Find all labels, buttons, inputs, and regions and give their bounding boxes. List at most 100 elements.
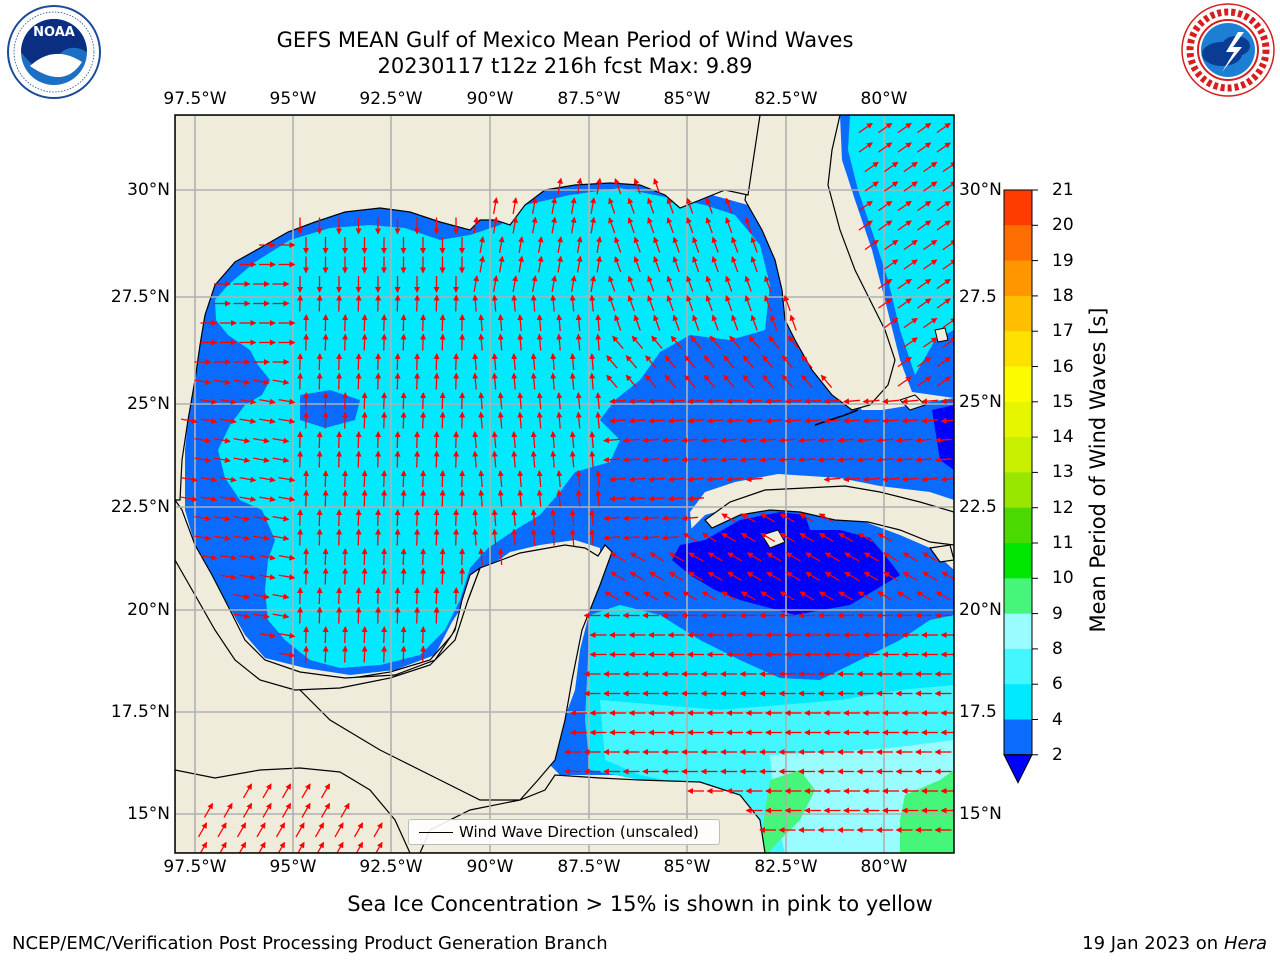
wave-direction-arrow bbox=[381, 567, 388, 585]
wave-direction-arrow bbox=[517, 392, 524, 410]
wave-direction-arrow bbox=[400, 392, 407, 410]
wave-direction-arrow bbox=[725, 217, 733, 234]
wave-direction-arrow bbox=[556, 470, 563, 488]
wave-direction-arrow bbox=[517, 333, 524, 351]
wave-direction-arrow bbox=[700, 437, 718, 444]
wave-direction-arrow bbox=[648, 417, 666, 424]
wave-direction-arrow bbox=[742, 374, 755, 389]
wave-direction-arrow bbox=[233, 593, 251, 600]
wave-direction-arrow bbox=[575, 411, 582, 429]
wave-direction-arrow bbox=[897, 142, 912, 153]
wave-direction-arrow bbox=[823, 398, 841, 405]
straits-deep-blue bbox=[932, 405, 954, 470]
wave-direction-arrow bbox=[779, 513, 795, 523]
wave-direction-arrow bbox=[917, 298, 932, 309]
colorbar-segment bbox=[1004, 472, 1032, 509]
wave-direction-arrow bbox=[361, 314, 368, 332]
wave-direction-arrow bbox=[596, 255, 602, 273]
wave-direction-arrow bbox=[492, 216, 499, 234]
wave-direction-arrow bbox=[381, 333, 388, 351]
wave-direction-arrow bbox=[478, 548, 485, 566]
wave-direction-arrow bbox=[653, 236, 661, 253]
colorbar-tick-label: 21 bbox=[1052, 180, 1074, 200]
wave-direction-arrow bbox=[297, 528, 304, 546]
lat-label-left: 17.5°N bbox=[110, 702, 170, 722]
wave-direction-arrow bbox=[610, 552, 626, 562]
wave-direction-arrow bbox=[766, 571, 782, 582]
wave-direction-arrow bbox=[878, 122, 893, 134]
wave-direction-arrow bbox=[707, 552, 723, 562]
wave-direction-arrow bbox=[518, 255, 524, 273]
wave-direction-arrow bbox=[856, 456, 874, 463]
wave-direction-arrow bbox=[711, 236, 719, 253]
wave-direction-arrow bbox=[877, 591, 893, 601]
wave-direction-arrow bbox=[666, 295, 674, 312]
wave-direction-arrow bbox=[824, 552, 840, 562]
lon-label-top: 92.5°W bbox=[359, 89, 423, 109]
wave-direction-arrow bbox=[703, 374, 716, 389]
wave-direction-arrow bbox=[479, 236, 485, 254]
wave-direction-arrow bbox=[628, 495, 646, 502]
wave-direction-arrow bbox=[497, 489, 504, 507]
wave-direction-arrow bbox=[180, 476, 198, 483]
wave-direction-arrow bbox=[798, 456, 816, 463]
wave-direction-arrow bbox=[297, 431, 304, 449]
wave-direction-arrow bbox=[595, 392, 602, 410]
wave-direction-arrow bbox=[748, 335, 761, 350]
wave-direction-arrow bbox=[625, 355, 638, 369]
colorbar-tick-label: 9 bbox=[1052, 603, 1063, 624]
colorbar-segment bbox=[1004, 225, 1032, 262]
wave-direction-arrow bbox=[394, 450, 401, 468]
wave-direction-arrow bbox=[590, 216, 596, 234]
wave-direction-arrow bbox=[322, 392, 329, 410]
wave-direction-arrow bbox=[661, 534, 679, 541]
wave-direction-arrow bbox=[550, 294, 557, 312]
wave-direction-arrow bbox=[536, 392, 543, 410]
wave-direction-arrow bbox=[647, 197, 655, 214]
wave-direction-arrow bbox=[536, 333, 543, 351]
wave-direction-arrow bbox=[400, 333, 407, 351]
wave-direction-arrow bbox=[589, 509, 596, 527]
wave-direction-arrow bbox=[381, 626, 388, 644]
colorbar-tick-label: 15 bbox=[1052, 391, 1074, 412]
wave-direction-arrow bbox=[903, 239, 918, 251]
wave-direction-arrow bbox=[355, 587, 362, 605]
wave-direction-arrow bbox=[194, 437, 212, 444]
wave-direction-arrow bbox=[897, 298, 912, 309]
wave-direction-arrow bbox=[862, 417, 880, 424]
wave-direction-arrow bbox=[303, 489, 310, 507]
wave-direction-arrow bbox=[633, 236, 641, 253]
wave-direction-arrow bbox=[863, 552, 879, 562]
wave-direction-arrow bbox=[550, 431, 557, 449]
wave-direction-arrow bbox=[631, 335, 644, 350]
wave-direction-arrow bbox=[731, 314, 739, 331]
wave-direction-arrow bbox=[316, 587, 323, 605]
wave-direction-arrow bbox=[433, 431, 440, 449]
wave-direction-arrow bbox=[614, 256, 622, 273]
wave-direction-arrow bbox=[394, 372, 401, 390]
colorbar-segment bbox=[1004, 437, 1032, 473]
wave-direction-arrow bbox=[731, 256, 739, 273]
wave-direction-arrow bbox=[531, 197, 538, 215]
wave-direction-arrow bbox=[536, 489, 543, 507]
wave-direction-arrow bbox=[316, 528, 323, 546]
wave-direction-arrow bbox=[882, 476, 900, 483]
wave-direction-arrow bbox=[433, 450, 440, 468]
wave-direction-arrow bbox=[923, 181, 938, 192]
wave-direction-arrow bbox=[478, 489, 485, 507]
wave-direction-arrow bbox=[297, 450, 304, 468]
wave-direction-arrow bbox=[643, 591, 659, 601]
wave-direction-arrow bbox=[645, 374, 657, 389]
wave-direction-arrow bbox=[838, 591, 854, 601]
wave-direction-arrow bbox=[858, 220, 873, 231]
wave-direction-arrow bbox=[575, 333, 582, 351]
wave-direction-arrow bbox=[203, 802, 214, 818]
wave-direction-arrow bbox=[608, 275, 616, 292]
lat-label-left: 27.5°N bbox=[110, 287, 170, 307]
wave-direction-arrow bbox=[272, 457, 290, 463]
wave-direction-arrow bbox=[497, 548, 504, 566]
wave-direction-arrow bbox=[180, 418, 198, 424]
wave-direction-arrow bbox=[706, 398, 724, 405]
wave-direction-arrow bbox=[622, 534, 640, 541]
colorbar-segment bbox=[1004, 684, 1032, 720]
